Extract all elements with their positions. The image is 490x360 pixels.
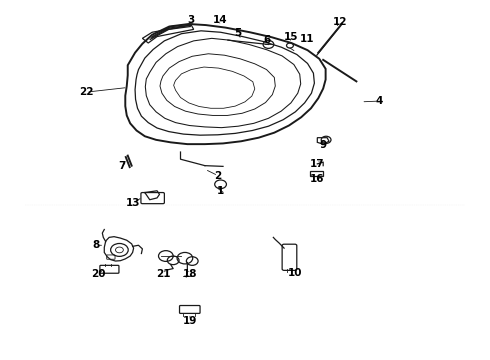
Text: 14: 14 xyxy=(213,15,228,26)
Text: 13: 13 xyxy=(125,198,140,208)
Text: 3: 3 xyxy=(188,15,195,26)
Text: 21: 21 xyxy=(156,269,170,279)
Text: 7: 7 xyxy=(118,161,125,171)
Text: 9: 9 xyxy=(319,140,327,150)
Text: 10: 10 xyxy=(288,267,302,278)
Text: 15: 15 xyxy=(284,32,298,41)
Text: 2: 2 xyxy=(215,171,222,181)
Text: 5: 5 xyxy=(234,28,241,38)
Text: 11: 11 xyxy=(300,34,315,44)
Text: 16: 16 xyxy=(310,174,324,184)
Text: 20: 20 xyxy=(91,269,106,279)
Text: 6: 6 xyxy=(263,35,270,45)
Text: 12: 12 xyxy=(333,17,347,27)
Text: 4: 4 xyxy=(376,96,383,106)
Text: 1: 1 xyxy=(217,186,224,197)
Text: 17: 17 xyxy=(310,159,325,169)
Text: 22: 22 xyxy=(79,87,94,97)
Text: 19: 19 xyxy=(183,316,197,325)
Text: 8: 8 xyxy=(92,240,99,250)
Text: 18: 18 xyxy=(183,269,197,279)
